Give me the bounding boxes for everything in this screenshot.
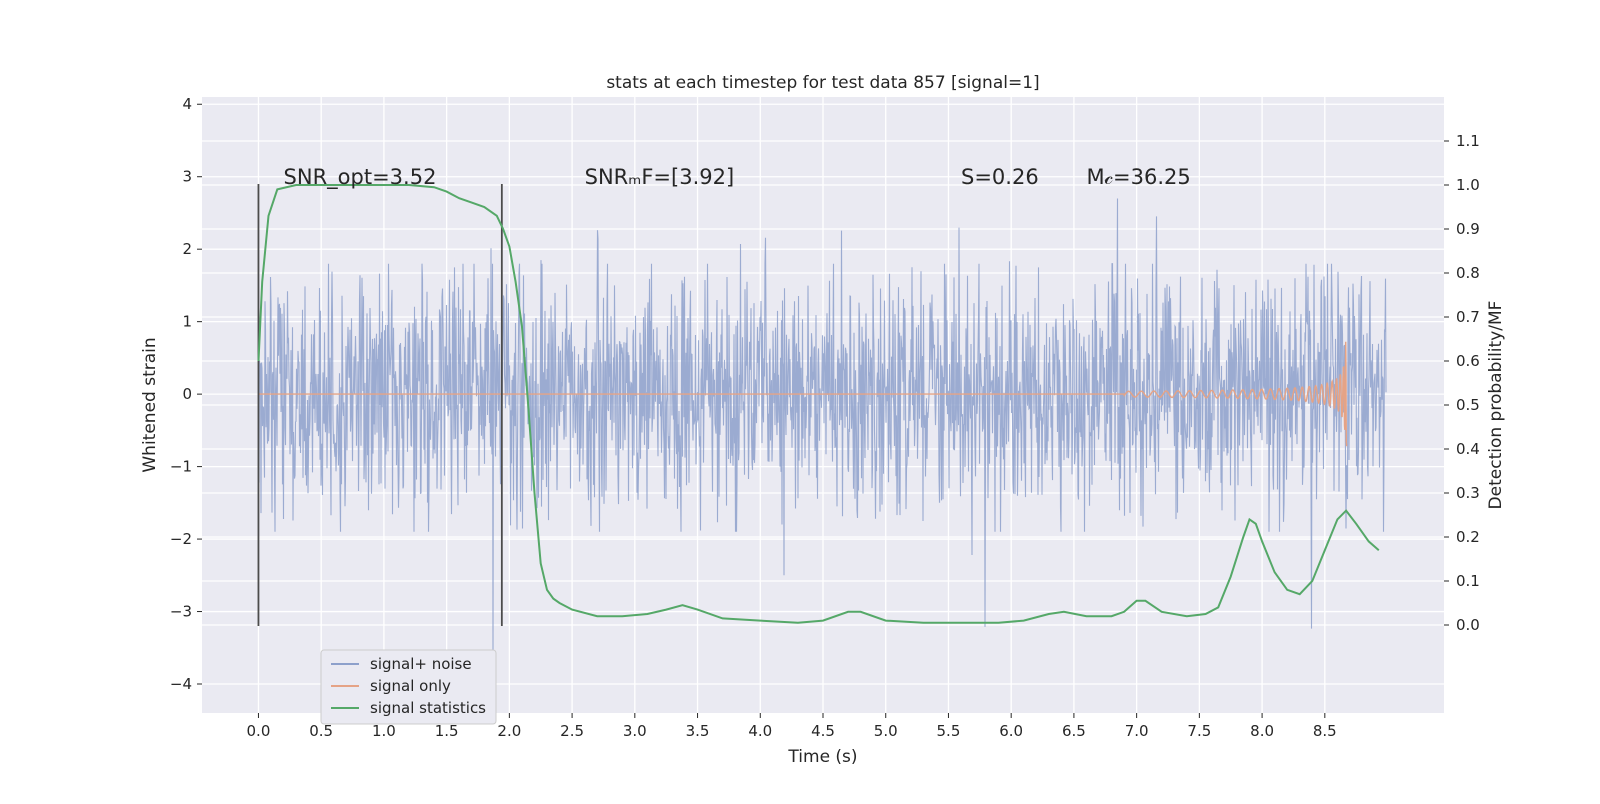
- noise-layer: [257, 198, 1387, 661]
- chart-title: stats at each timestep for test data 857…: [606, 73, 1039, 93]
- y2-tick-label: 0.5: [1456, 396, 1480, 414]
- series-line-signal-noise: [257, 198, 1387, 661]
- stats-layer: [257, 184, 1380, 624]
- series-line-signal-statistics: [257, 184, 1380, 624]
- y-tick-label: −3: [170, 603, 192, 621]
- grid-layer: [202, 97, 1444, 713]
- y2-axis-label: Detection probability/MF: [1486, 301, 1506, 510]
- y2-tick-label: 0.8: [1456, 264, 1480, 282]
- y2-tick-label: 0.7: [1456, 308, 1480, 326]
- x-tick-label: 3.0: [623, 722, 647, 740]
- signal-layer: [258, 341, 1348, 447]
- annotation-layer: SNR_opt=3.52 SNRₘF=[3.92] S=0.26 M𝒸=36.25: [284, 165, 1191, 190]
- x-tick-label: 1.5: [435, 722, 459, 740]
- y-tick-label: −2: [170, 530, 192, 548]
- y2-tick-label: 0.6: [1456, 352, 1480, 370]
- series-line-signal-only: [258, 341, 1348, 447]
- x-tick-label: 4.0: [748, 722, 772, 740]
- y2-tick-label: 0.2: [1456, 528, 1480, 546]
- x-tick-label: 5.0: [874, 722, 898, 740]
- x-tick-label: 2.0: [497, 722, 521, 740]
- x-tick-label: 0.0: [247, 722, 271, 740]
- legend-label-signal-noise: signal+ noise: [370, 655, 472, 673]
- annotation-chirp-mass: M𝒸=36.25: [1086, 165, 1190, 189]
- vline-layer: [257, 183, 503, 627]
- legend-label-signal-only: signal only: [370, 677, 451, 695]
- x-tick-label: 1.0: [372, 722, 396, 740]
- x-tick-label: 2.5: [560, 722, 584, 740]
- x-tick-label: 8.0: [1250, 722, 1274, 740]
- y-tick-label: −4: [170, 675, 192, 693]
- x-tick-label: 6.5: [1062, 722, 1086, 740]
- y2-tick-label: 0.4: [1456, 440, 1480, 458]
- x-axis-label: Time (s): [787, 747, 857, 767]
- y2-tick-label: 0.1: [1456, 572, 1480, 590]
- x-tick-label: 0.5: [309, 722, 333, 740]
- ticks-layer: 0.0 0.5 1.0 1.5 2.0 2.5 3.0 3.5 4.0 4.5 5.0 5.5 6.0 6…: [170, 95, 1480, 740]
- y-tick-label: 4: [182, 95, 192, 113]
- x-tick-label: 7.0: [1125, 722, 1149, 740]
- y-tick-label: −1: [170, 458, 192, 476]
- legend-label-signal-statistics: signal statistics: [370, 699, 486, 717]
- x-tick-label: 5.5: [937, 722, 961, 740]
- x-tick-label: 3.5: [686, 722, 710, 740]
- y2-tick-label: 0.3: [1456, 484, 1480, 502]
- y2-tick-label: 1.0: [1456, 176, 1480, 194]
- y-axis-label: Whitened strain: [140, 337, 160, 472]
- x-tick-label: 7.5: [1187, 722, 1211, 740]
- x-tick-label: 4.5: [811, 722, 835, 740]
- legend-box: [320, 649, 497, 725]
- y2-tick-label: 0.9: [1456, 220, 1480, 238]
- y2-tick-label: 0.0: [1456, 616, 1480, 634]
- x-tick-label: 8.5: [1313, 722, 1337, 740]
- y2-tick-label: 1.1: [1456, 132, 1480, 150]
- annotation-s-value: S=0.26: [961, 165, 1039, 189]
- annotation-snr-opt: SNR_opt=3.52: [284, 165, 437, 190]
- y-tick-label: 1: [182, 313, 192, 331]
- annotation-snr-mf: SNRₘF=[3.92]: [585, 165, 735, 189]
- x-tick-label: 6.0: [999, 722, 1023, 740]
- y-tick-label: 3: [182, 168, 192, 186]
- legend: signal+ noise signal only signal statist…: [320, 649, 497, 725]
- y-tick-label: 2: [182, 240, 192, 258]
- y-tick-label: 0: [182, 385, 192, 403]
